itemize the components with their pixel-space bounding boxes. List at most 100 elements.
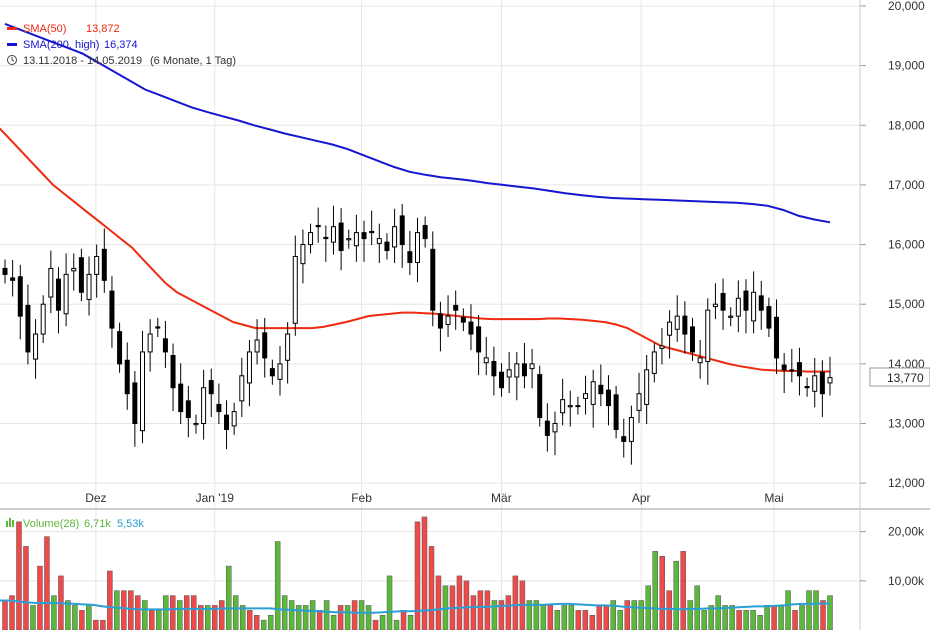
volume-bar [561,605,568,630]
candle-body [78,257,84,293]
candle-body [407,251,413,263]
candles [2,204,833,465]
volume-bar [617,610,624,630]
candle-body [71,267,77,272]
candle [94,244,100,298]
candle-body [101,248,107,281]
volume-bar [170,595,176,630]
candle [132,371,138,447]
candle [323,225,329,262]
volume-bar [149,610,155,630]
ytick-label: 15,000 [888,297,925,311]
candle [781,353,787,394]
candle [819,360,825,417]
candle-body [567,405,573,408]
candle-body [774,316,780,359]
volume-bar [142,600,148,630]
volume-bar [757,615,763,630]
volume-bar [337,605,344,630]
volume-bar [37,565,43,630]
y-axis: 12,000 13,000 14,000 15,000 16,000 17,000 18,0… [888,0,925,490]
candle [239,357,245,417]
volume-bar [428,546,435,630]
volume-bar [2,600,8,630]
candle-body [781,364,787,371]
candle-body [353,232,359,247]
volume-label: Volume(28) [23,518,79,530]
candle-body [170,355,176,389]
candle [407,230,413,275]
candle-body [659,345,665,349]
volume-bar [659,556,665,630]
candle-body [147,333,153,353]
last-price-label: 13,770 [887,371,924,385]
ytick-label: 13,000 [888,417,925,431]
volume-bar [23,546,29,630]
candle-body [25,304,31,353]
volume-bar [603,605,610,630]
candle [48,250,54,314]
range-detail: (6 Monate, 1 Tag) [150,55,236,67]
candle [10,260,16,297]
volume-bar [421,516,428,630]
candle-body [682,315,688,335]
candle-body [529,363,535,370]
candle-body [705,309,711,362]
candle-body [346,238,352,241]
volume-bar [631,600,637,630]
candle-body [155,326,161,329]
volume-bar [575,610,582,630]
legend: SMA(50) 13,872 SMA(200, high) 16,374 13.… [7,23,236,67]
candle-body [743,290,749,311]
volume-bar [498,600,505,630]
candle [147,319,153,372]
candle-body [491,360,497,377]
candle-body [216,403,222,413]
candle-body [178,383,184,413]
candle-body [63,273,69,315]
sma50-label: SMA(50) [23,23,66,35]
volume-bar [435,575,442,630]
xtick-label: Feb [351,491,372,505]
candle-body [140,351,145,432]
candle-body [560,399,566,414]
candle [720,278,726,330]
volume-bar [512,575,519,630]
candle [804,377,810,397]
candle-body [285,333,291,361]
candle [468,304,474,351]
candle-body [246,351,252,384]
volume-bar [750,610,756,630]
ytick-label: 17,000 [888,178,925,192]
candle [560,378,566,426]
candle-body [94,255,100,275]
volume-bar [715,595,721,630]
volume-bar [407,615,414,630]
candle-body [338,222,344,252]
xtick-label: Mai [764,491,783,505]
candle [636,372,642,423]
candle-body [40,303,46,335]
xtick-label: Dez [85,491,106,505]
candle-body [544,420,550,436]
candle [621,418,627,458]
volume-bar [156,610,162,630]
candle [55,267,61,334]
candle-body [476,326,482,353]
volume-bar [505,595,512,630]
candle-body [392,226,398,248]
volume-bar [589,615,596,630]
candle-body [697,357,703,364]
volume-bar [743,610,749,630]
candle [605,375,611,426]
candle-body [208,380,214,395]
candle [292,235,298,336]
candle [529,348,535,389]
xtick-label: Apr [632,491,651,505]
candle [308,223,314,254]
volume-bar [309,600,316,630]
candle [78,248,84,302]
candle [224,400,230,450]
candle [445,295,451,338]
